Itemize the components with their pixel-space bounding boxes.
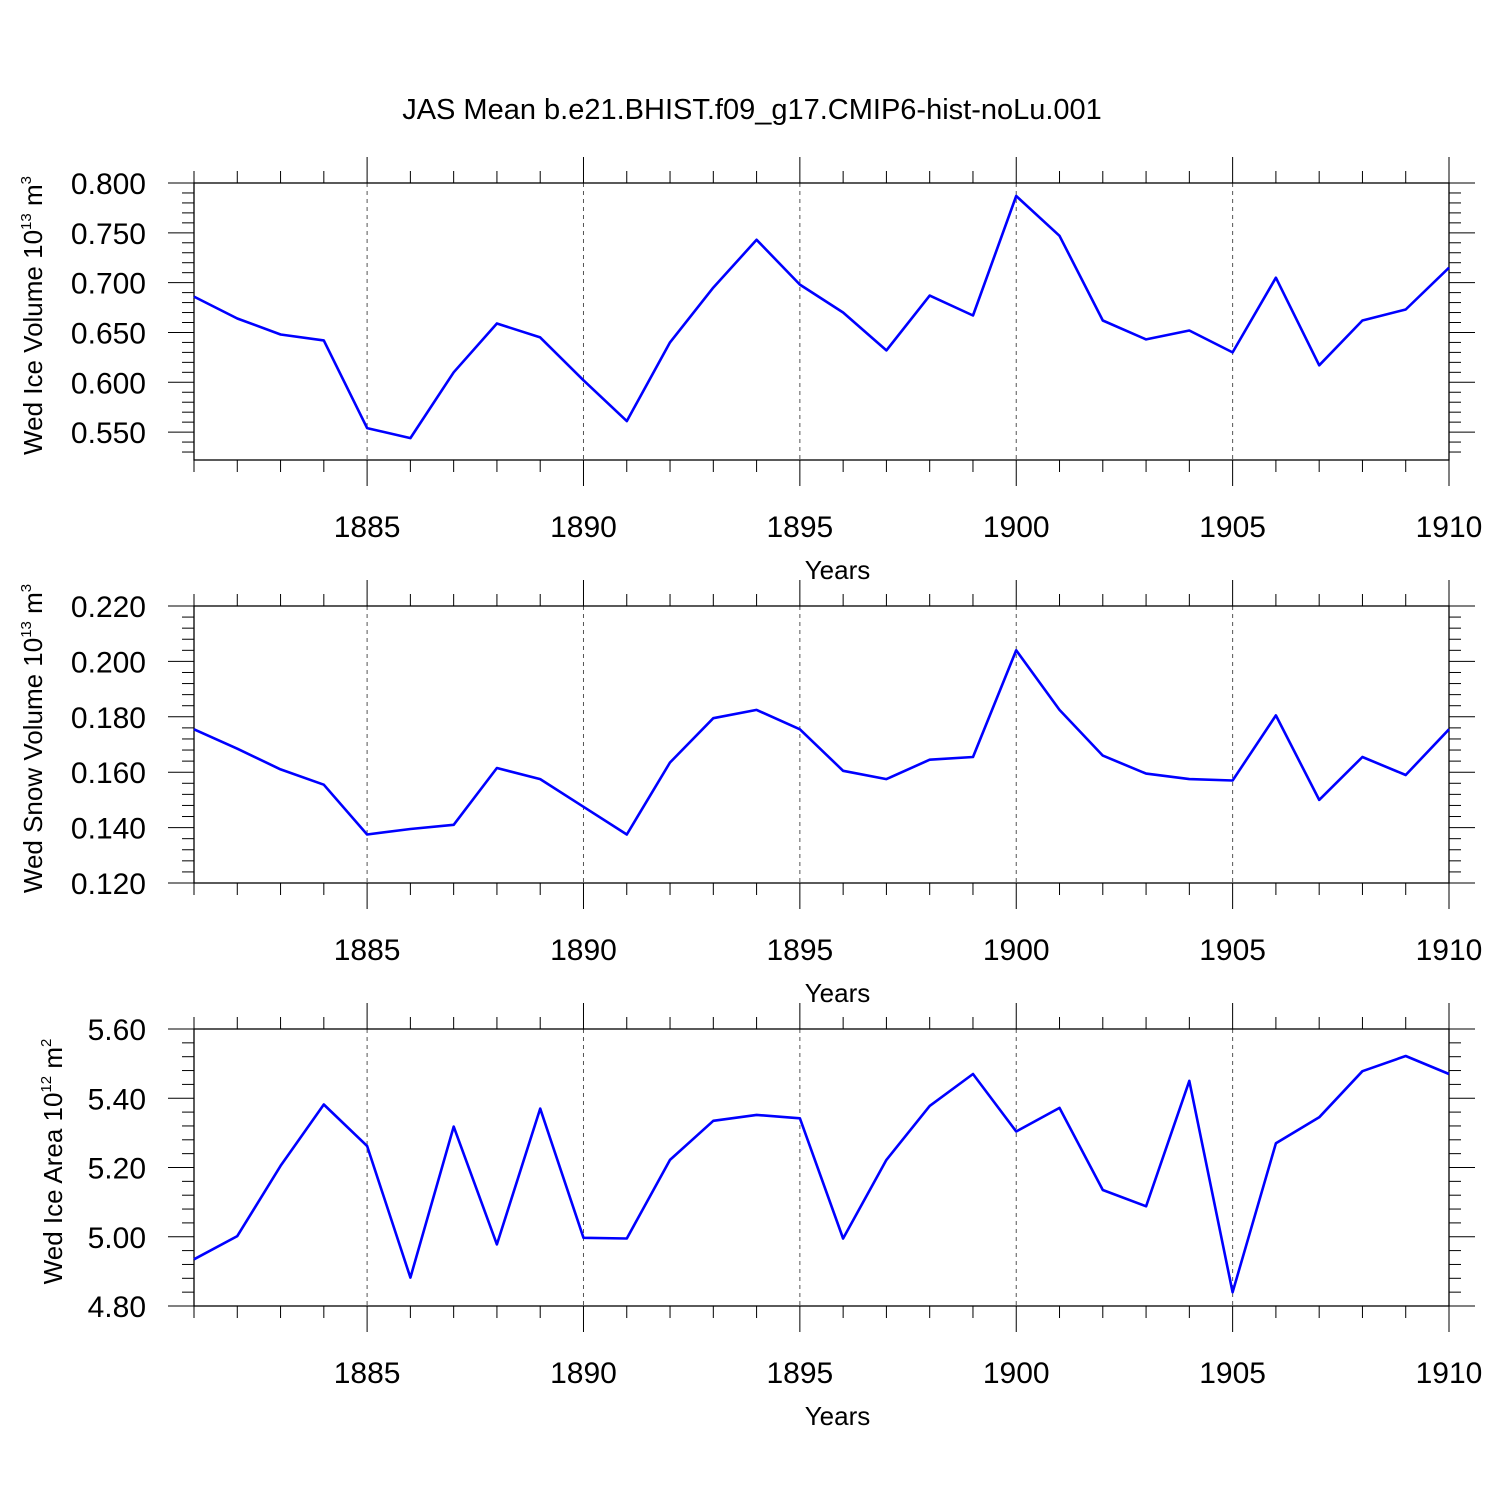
- y-tick-label: 0.120: [71, 868, 146, 901]
- y-label-unit-exponent: 3: [18, 176, 35, 184]
- panel-2: 0.120 0.140 0.160 0.180 0.200 0.220 1885 1890 18…: [18, 580, 1482, 1008]
- y-tick-label: 0.650: [71, 317, 146, 350]
- x-tick-label: 1905: [1199, 1357, 1266, 1390]
- x-axis-label: Years: [805, 978, 871, 1008]
- x-tick-label: 1900: [983, 1357, 1050, 1390]
- x-tick-label: 1885: [334, 934, 401, 967]
- plot-frame: [193, 1028, 1450, 1307]
- y-tick-label: 5.60: [88, 1014, 146, 1047]
- y-axis-label: Wed Ice Area 1012 m2: [38, 1039, 68, 1285]
- x-tick-label: 1905: [1199, 511, 1266, 544]
- x-tick-label: 1910: [1416, 1357, 1483, 1390]
- series-line: [193, 648, 1450, 836]
- y-label-main: Wed Snow Volume 10: [18, 638, 48, 893]
- series-line: [193, 194, 1450, 440]
- x-tick-label: 1885: [334, 511, 401, 544]
- y-label-unit-exponent: 3: [18, 584, 35, 592]
- x-tick-label: 1885: [334, 1357, 401, 1390]
- x-tick-label: 1895: [766, 1357, 833, 1390]
- x-tick-label: 1895: [766, 511, 833, 544]
- x-tick-label: 1905: [1199, 934, 1266, 967]
- y-tick-label: 5.40: [88, 1083, 146, 1116]
- x-tick-label: 1900: [983, 934, 1050, 967]
- y-tick-label: 5.20: [88, 1153, 146, 1186]
- figure-title: JAS Mean b.e21.BHIST.f09_g17.CMIP6-hist-…: [402, 94, 1102, 126]
- y-label-unit-exponent: 2: [38, 1039, 55, 1047]
- y-tick-label: 0.550: [71, 417, 146, 450]
- x-tick-label: 1890: [550, 1357, 617, 1390]
- plot-frame: [193, 605, 1450, 884]
- y-label-unit: m: [18, 184, 48, 213]
- panels: 0.550 0.600 0.650 0.700 0.750 0.800 1885 1890 18…: [18, 157, 1482, 1431]
- y-tick-label: 0.700: [71, 268, 146, 301]
- y-tick-label: 0.750: [71, 218, 146, 251]
- y-label-exponent: 12: [38, 1076, 55, 1093]
- y-tick-label: 0.800: [71, 168, 146, 201]
- y-label-main: Wed Ice Area 10: [38, 1093, 68, 1285]
- x-tick-label: 1910: [1416, 511, 1483, 544]
- x-axis-label: Years: [805, 1401, 871, 1431]
- y-tick-label: 0.160: [71, 757, 146, 790]
- y-label-exponent: 13: [18, 213, 35, 230]
- y-label-exponent: 13: [18, 621, 35, 638]
- y-tick-label: 5.00: [88, 1222, 146, 1255]
- x-axis-label: Years: [805, 555, 871, 585]
- y-tick-label: 0.200: [71, 646, 146, 679]
- panel-3: 4.80 5.00 5.20 5.40 5.60 1885 1890 1895 1900 1905…: [38, 1003, 1482, 1431]
- x-tick-label: 1890: [550, 934, 617, 967]
- y-label-main: Wed Ice Volume 10: [18, 230, 48, 455]
- y-tick-label: 0.140: [71, 813, 146, 846]
- y-label-unit: m: [38, 1047, 68, 1076]
- y-tick-label: 0.180: [71, 702, 146, 735]
- y-tick-label: 0.600: [71, 367, 146, 400]
- plot-frame: [193, 182, 1450, 461]
- x-tick-label: 1900: [983, 511, 1050, 544]
- x-tick-label: 1895: [766, 934, 833, 967]
- panel-1: 0.550 0.600 0.650 0.700 0.750 0.800 1885 1890 18…: [18, 157, 1482, 585]
- x-tick-label: 1890: [550, 511, 617, 544]
- series-line: [193, 1054, 1450, 1294]
- y-label-unit: m: [18, 592, 48, 621]
- y-tick-label: 0.220: [71, 591, 146, 624]
- y-tick-label: 4.80: [88, 1291, 146, 1324]
- y-axis-label: Wed Snow Volume 1013 m3: [18, 584, 48, 893]
- x-tick-label: 1910: [1416, 934, 1483, 967]
- y-axis-label: Wed Ice Volume 1013 m3: [18, 176, 48, 455]
